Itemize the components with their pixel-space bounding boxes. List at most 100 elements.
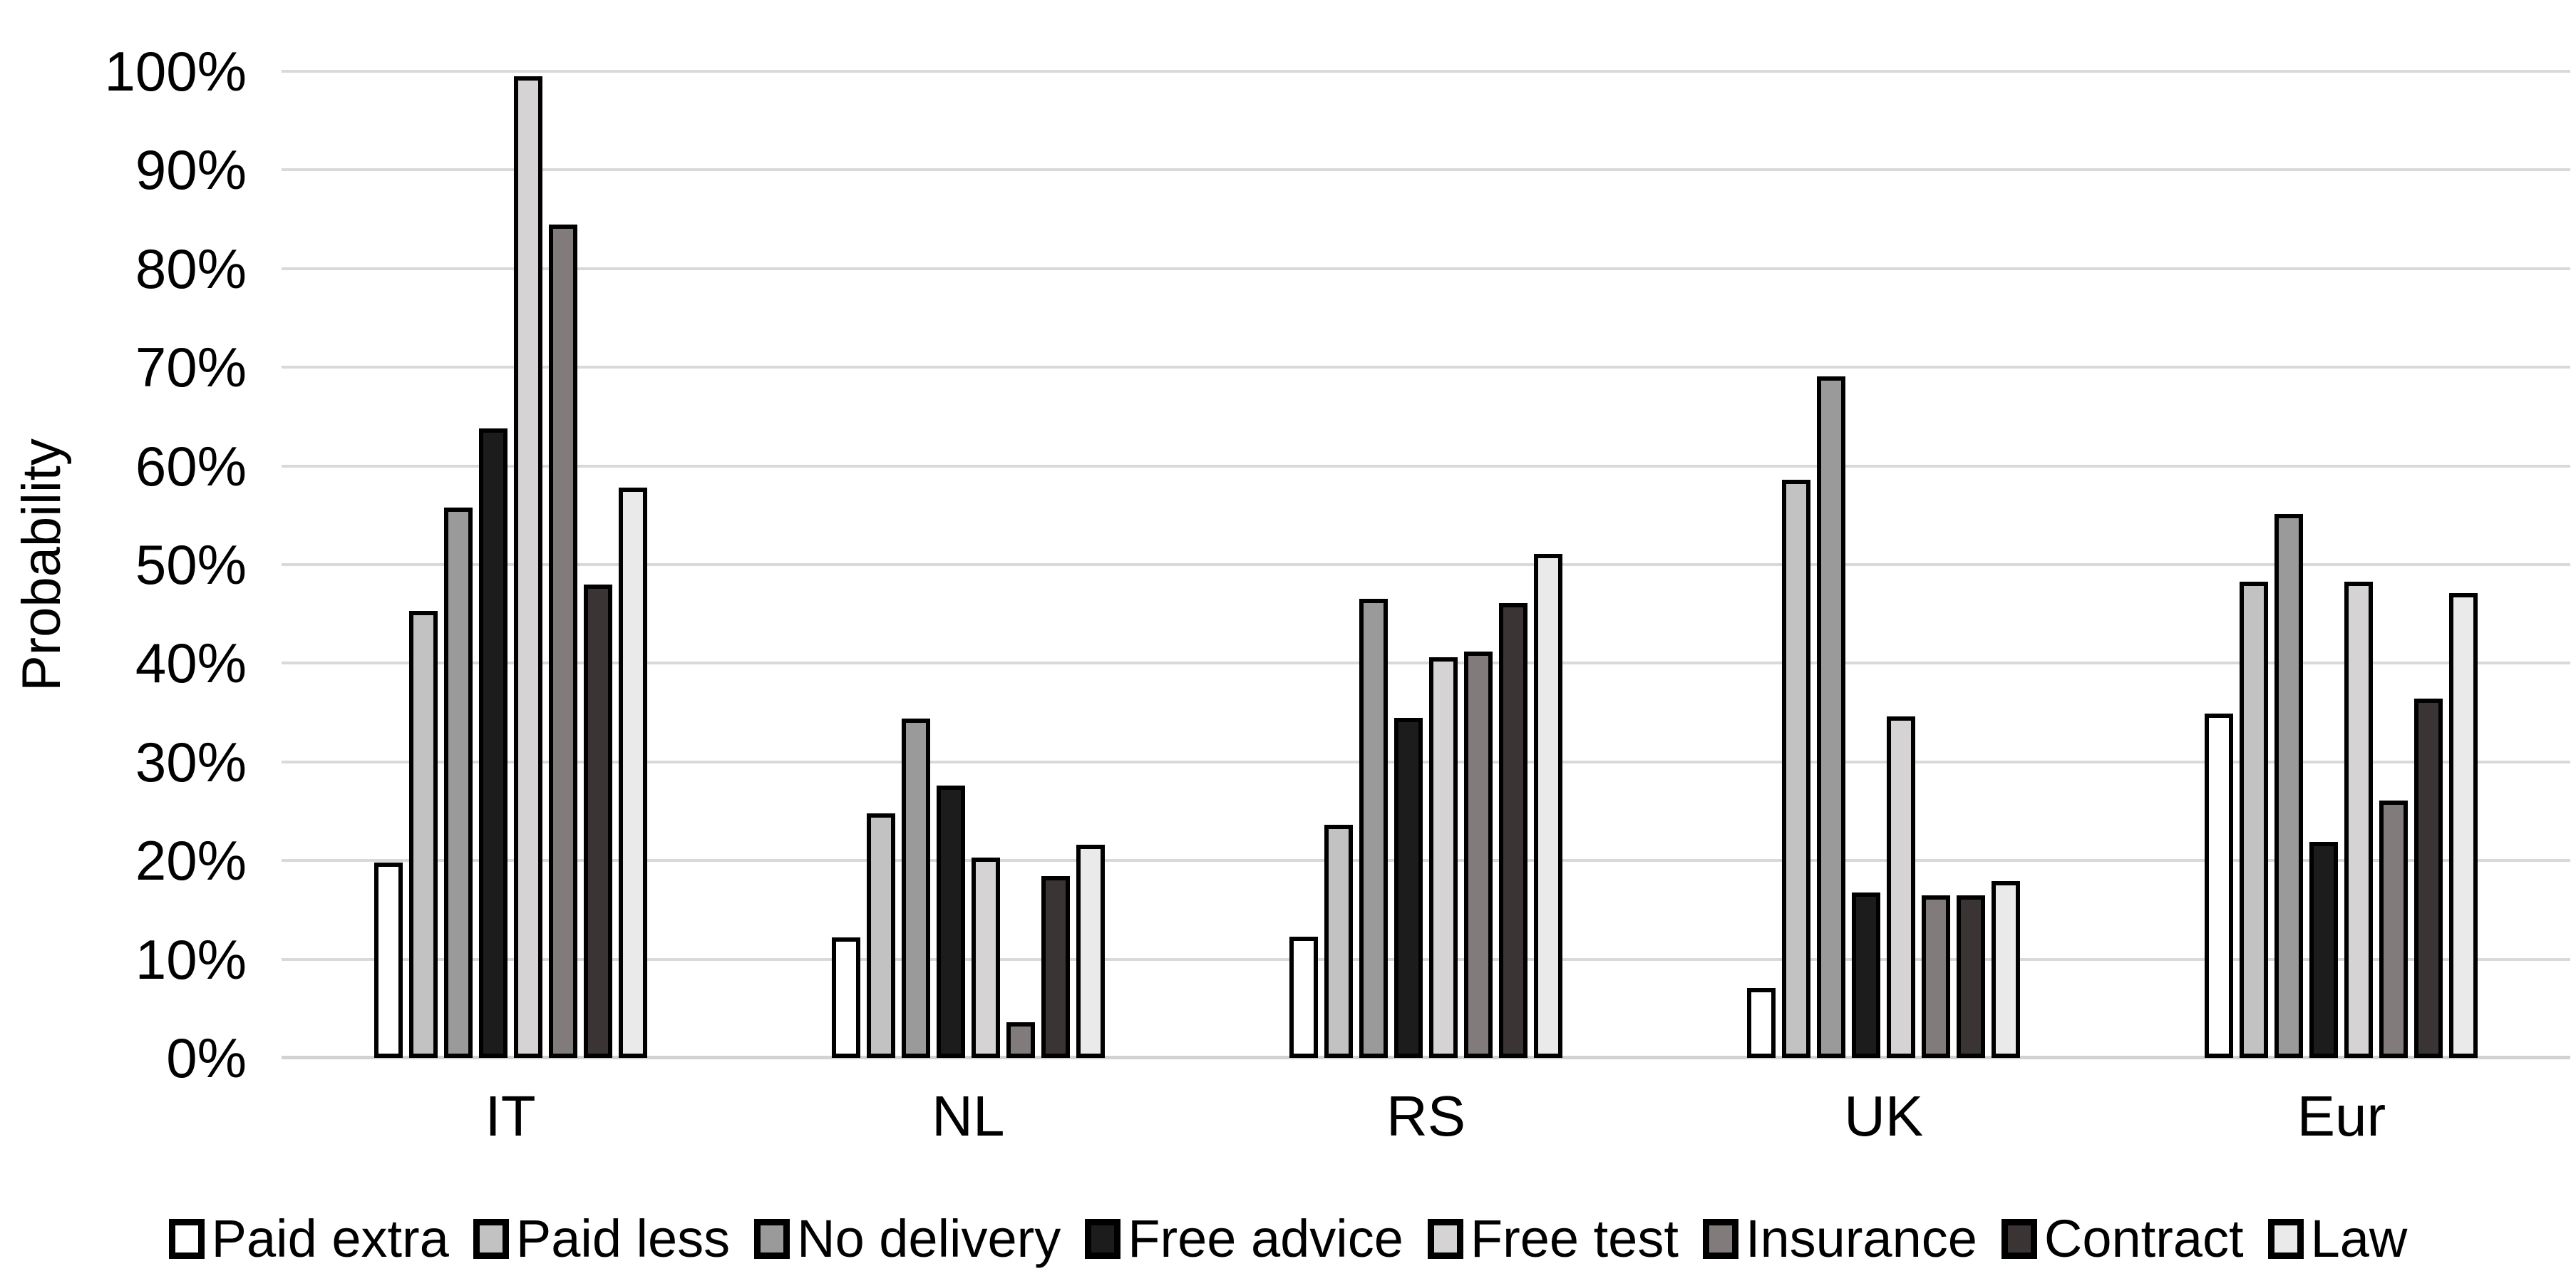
x-axis-label-rs: RS [1386, 1084, 1466, 1148]
y-tick-label: 70% [135, 336, 247, 399]
gridline-90 [282, 168, 2570, 172]
bar-insurance-it [548, 224, 577, 1058]
bar-free-advice-uk [1852, 892, 1881, 1058]
gridline-100 [282, 70, 2570, 73]
bar-no-delivery-uk [1817, 376, 1846, 1058]
legend-item-paid-extra: Paid extra [168, 1203, 449, 1275]
y-tick-label: 60% [135, 434, 247, 498]
bar-paid-extra-rs [1289, 936, 1318, 1058]
legend-label: Insurance [1745, 1209, 1977, 1268]
legend-item-insurance: Insurance [1702, 1203, 1977, 1275]
bar-paid-extra-eur [2205, 713, 2234, 1058]
bar-free-test-uk [1887, 716, 1916, 1058]
legend-item-contract: Contract [2001, 1203, 2244, 1275]
legend-swatch-icon [168, 1219, 205, 1259]
bar-paid-extra-it [373, 862, 403, 1058]
bar-paid-less-rs [1324, 825, 1353, 1058]
bar-paid-less-it [408, 611, 438, 1058]
bar-insurance-eur [2379, 800, 2408, 1058]
y-tick-label: 0% [166, 1027, 247, 1089]
gridline-10 [282, 957, 2570, 961]
bar-law-nl [1076, 845, 1105, 1058]
legend-label: Paid less [515, 1209, 731, 1268]
y-tick-label: 20% [135, 829, 247, 893]
plot-area [282, 70, 2570, 1059]
bar-law-it [618, 488, 647, 1058]
bar-law-rs [1534, 553, 1562, 1058]
bar-contract-uk [1957, 895, 1986, 1058]
bar-paid-less-uk [1782, 479, 1811, 1058]
y-tick-label: 90% [135, 138, 247, 202]
bar-no-delivery-nl [901, 718, 930, 1058]
legend-swatch-icon [1702, 1219, 1738, 1259]
legend-swatch-icon [473, 1219, 509, 1259]
bar-group-it [282, 71, 739, 1058]
bar-contract-it [583, 584, 612, 1058]
gridline-20 [282, 859, 2570, 863]
y-tick-label: 100% [104, 40, 247, 103]
bar-free-advice-rs [1394, 717, 1423, 1058]
x-axis-label-eur: Eur [2297, 1084, 2386, 1148]
bar-group-rs [1197, 71, 1654, 1058]
gridline-60 [282, 464, 2570, 468]
legend-swatch-icon [1427, 1219, 1463, 1259]
bar-paid-extra-uk [1747, 987, 1776, 1058]
legend-item-no-delivery: No delivery [754, 1203, 1061, 1275]
legend-label: Free advice [1128, 1209, 1403, 1268]
y-tick-label: 40% [135, 632, 247, 695]
bar-free-test-nl [971, 858, 1000, 1058]
bar-group-uk [1655, 71, 2113, 1058]
gridline-80 [282, 267, 2570, 270]
y-tick-label: 30% [135, 730, 247, 793]
legend-label: Law [2310, 1209, 2408, 1268]
y-tick-label: 80% [135, 237, 247, 300]
legend-swatch-icon [2267, 1219, 2304, 1259]
bar-no-delivery-rs [1359, 599, 1388, 1058]
gridline-50 [282, 563, 2570, 566]
legend-label: Paid extra [211, 1209, 449, 1268]
bar-paid-extra-nl [831, 937, 860, 1058]
gridline-70 [282, 366, 2570, 369]
x-axis-line [282, 1056, 2570, 1059]
bar-law-eur [2449, 593, 2478, 1058]
x-axis-label-it: IT [485, 1084, 536, 1148]
legend-swatch-icon [1085, 1219, 1121, 1259]
bar-free-test-eur [2344, 581, 2374, 1058]
bar-no-delivery-eur [2274, 514, 2304, 1058]
legend-swatch-icon [2001, 1219, 2037, 1259]
bar-insurance-rs [1464, 651, 1493, 1058]
bar-group-eur [2113, 71, 2570, 1058]
bar-free-test-it [513, 76, 542, 1058]
legend-item-law: Law [2267, 1203, 2408, 1275]
bar-free-test-rs [1429, 657, 1458, 1058]
gridline-40 [282, 662, 2570, 665]
bar-no-delivery-it [443, 507, 473, 1058]
gridline-30 [282, 760, 2570, 763]
y-axis-ticks: 0% 10% 20% 30% 40% 50% 60% 70% 80% 90% 100% [0, 43, 257, 1086]
x-axis-label-uk: UK [1844, 1084, 1924, 1148]
bar-contract-nl [1041, 876, 1070, 1058]
bar-insurance-nl [1006, 1022, 1035, 1058]
bar-insurance-uk [1922, 895, 1951, 1058]
bar-free-advice-nl [936, 786, 965, 1058]
bar-group-nl [739, 71, 1197, 1058]
legend-item-free-advice: Free advice [1085, 1203, 1403, 1275]
y-tick-label: 10% [135, 927, 247, 991]
x-axis-label-nl: NL [932, 1084, 1005, 1148]
legend-label: Contract [2044, 1209, 2244, 1268]
bar-contract-eur [2414, 699, 2443, 1058]
bar-law-uk [1992, 881, 2021, 1058]
y-tick-label: 50% [135, 533, 247, 596]
bar-paid-less-nl [866, 813, 895, 1058]
legend-item-free-test: Free test [1427, 1203, 1679, 1275]
x-axis-labels: IT NL RS UK Eur [282, 1081, 2570, 1152]
legend-item-paid-less: Paid less [473, 1203, 730, 1275]
legend-swatch-icon [754, 1219, 790, 1259]
legend: Paid extra Paid less No delivery Free advic… [0, 1196, 2576, 1282]
legend-label: No delivery [797, 1209, 1061, 1268]
bar-contract-rs [1499, 602, 1527, 1058]
bar-groups [282, 71, 2570, 1058]
bar-free-advice-it [478, 428, 508, 1058]
legend-label: Free test [1470, 1209, 1679, 1268]
